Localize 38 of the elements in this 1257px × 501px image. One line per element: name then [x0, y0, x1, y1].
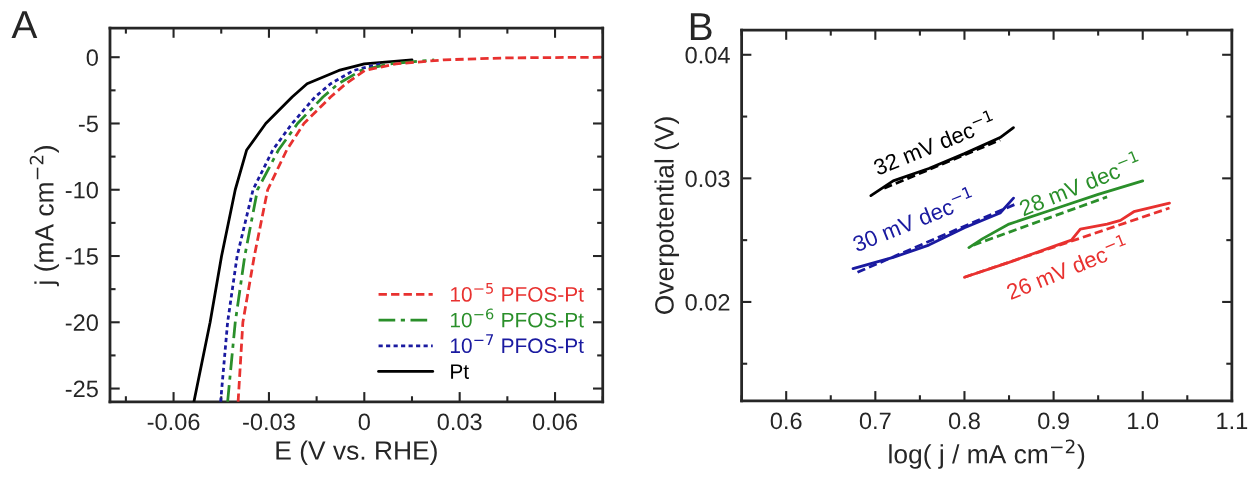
line-series — [219, 62, 382, 402]
line-series — [192, 58, 414, 402]
annotation: 32 mV dec$^{−1}$ — [870, 109, 997, 176]
y-tick-label: -5 — [78, 115, 98, 133]
x-tick-label: 0.06 — [532, 413, 577, 431]
text: A — [11, 11, 38, 39]
y-tick-label: 0.03 — [685, 170, 730, 188]
y-tick-label: -20 — [65, 314, 98, 332]
x-axis-title: E (V vs. RHE) — [276, 440, 437, 466]
legend-label: 10$^{−7}$ PFOS-Pt — [450, 334, 584, 354]
annotation: 28 mV dec$^{−1}$ — [1016, 150, 1142, 217]
x-tick-label: 0.9 — [1038, 412, 1069, 430]
text: B — [690, 13, 712, 41]
x-axis-title: log( j / mA cm$^{−2}$) — [889, 439, 1085, 469]
y-tick-label: -15 — [65, 248, 98, 265]
line-series — [236, 55, 603, 402]
legend-label: 10$^{−5}$ PFOS-Pt — [450, 282, 584, 302]
annotation: 26 mV dec$^{−1}$ — [1004, 233, 1130, 301]
x-tick-label: 1.0 — [1128, 412, 1159, 430]
y-tick-label: 0 — [86, 49, 98, 66]
legend-label: Pt — [451, 364, 469, 379]
y-tick-label: 0.02 — [685, 294, 730, 311]
x-tick-label: 0.7 — [859, 412, 891, 430]
x-tick-label: 0.03 — [437, 413, 482, 431]
y-tick-label: 0.04 — [685, 46, 730, 64]
x-tick-label: 0 — [358, 413, 370, 431]
line-series — [869, 126, 1015, 198]
x-tick-label: 1.1 — [1217, 412, 1248, 430]
y-tick-label: -25 — [65, 380, 98, 398]
annotation: 30 mV dec$^{−1}$ — [850, 186, 976, 253]
x-tick-label: -0.06 — [147, 413, 200, 431]
x-tick-label: 0.6 — [770, 412, 802, 430]
y-axis-title: Overpotential (V) — [654, 117, 680, 314]
x-tick-label: 0.8 — [948, 412, 980, 430]
x-tick-label: -0.03 — [243, 413, 295, 431]
y-axis-title: j (mA cm$^{−2}$) — [29, 146, 59, 287]
y-tick-label: -10 — [65, 181, 98, 199]
legend-label: 10$^{−6}$ PFOS-Pt — [450, 308, 584, 328]
